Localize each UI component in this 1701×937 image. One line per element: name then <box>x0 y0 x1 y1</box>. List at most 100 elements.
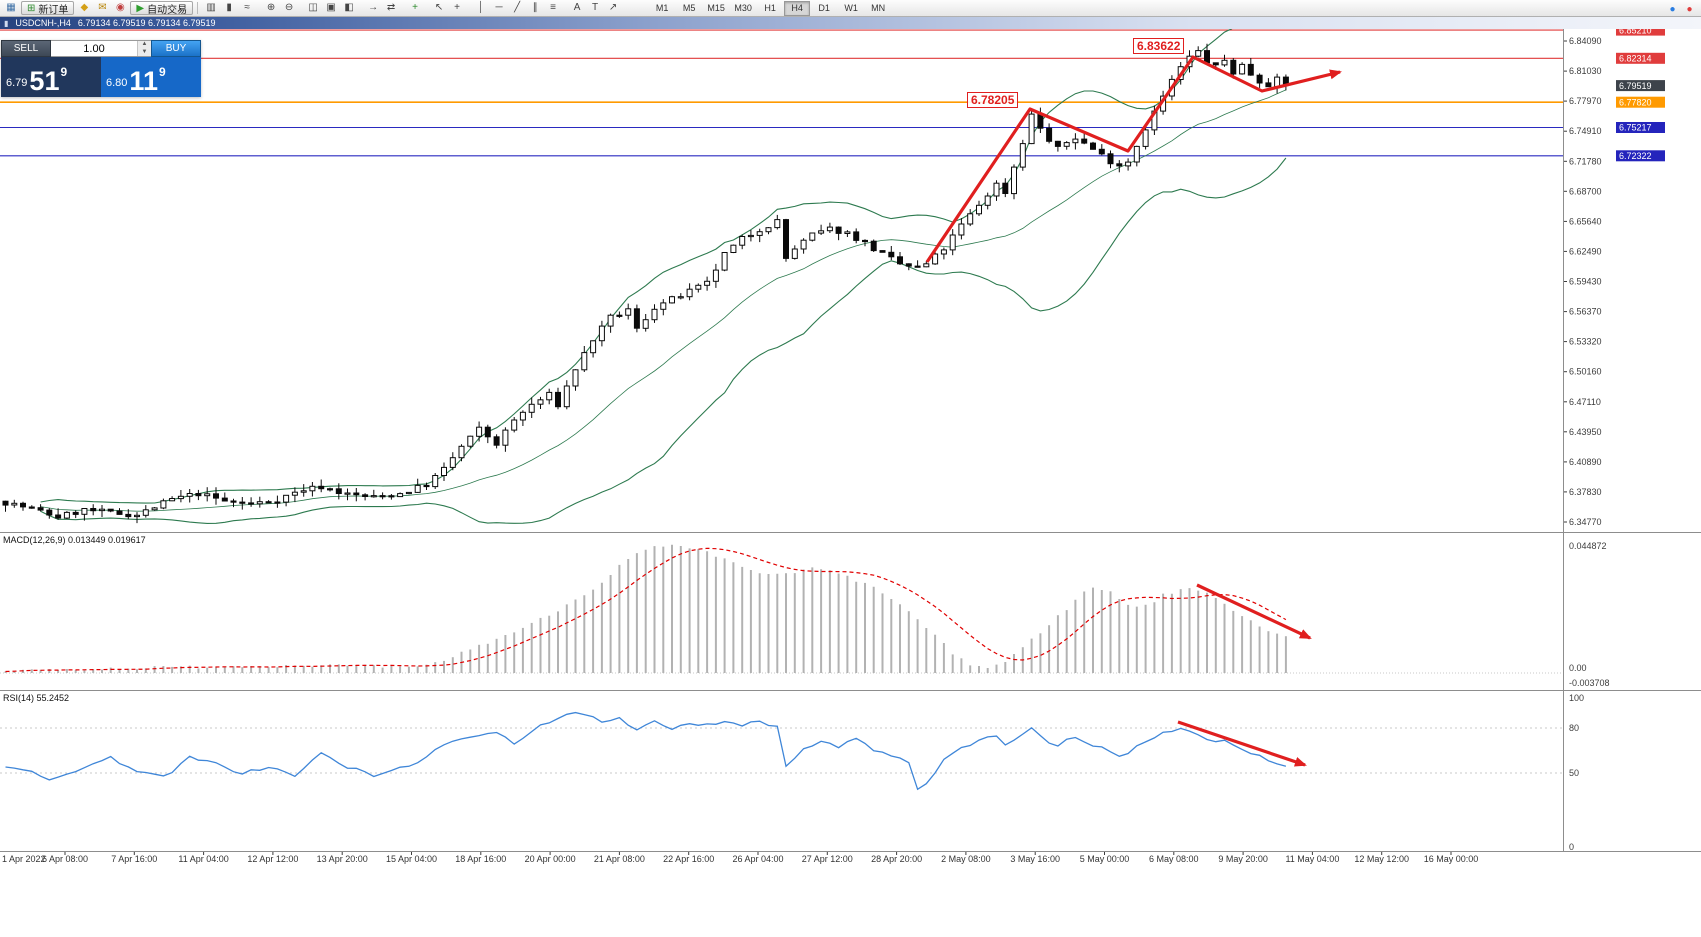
price-tick-label: 6.53320 <box>1569 337 1602 347</box>
buy-button[interactable]: BUY <box>151 40 201 57</box>
time-axis-label: 15 Apr 04:00 <box>386 854 437 864</box>
new-order-icon: ⊞ <box>27 2 36 14</box>
indicators-icon[interactable]: + <box>412 2 419 13</box>
volume-down-button[interactable]: ▼ <box>138 48 151 56</box>
price-badge-current <box>1616 80 1665 92</box>
price-badge-label: 6.75217 <box>1619 123 1652 133</box>
bollinger-lower-band[interactable] <box>40 157 1287 524</box>
cascade-windows-icon[interactable]: ▣ <box>326 2 336 13</box>
rsi-arrow[interactable] <box>1177 720 1307 767</box>
price-tick-label: 6.43950 <box>1569 427 1602 437</box>
price-badge-label: 6.79519 <box>1619 81 1652 91</box>
bollinger-middle-band[interactable] <box>40 89 1287 512</box>
price-scale[interactable]: 6.84090 6.81030 6.77970 6.74910 6.71780 6.687… <box>1563 24 1665 852</box>
price-tick-label: 6.56370 <box>1569 307 1602 317</box>
timeframe-m15[interactable]: M15 <box>707 3 725 13</box>
bar-chart-icon[interactable]: ▥ <box>206 2 216 13</box>
macd-label: MACD(12,26,9) 0.013449 0.019617 <box>3 535 146 545</box>
rsi-panel[interactable] <box>0 711 1563 791</box>
time-axis-label: 5 May 00:00 <box>1080 854 1130 864</box>
news-icon[interactable]: ◉ <box>116 2 125 13</box>
chart-shift-icon[interactable]: ⇄ <box>386 2 396 13</box>
price-tick-label: 6.74910 <box>1569 126 1602 136</box>
auto-scroll-icon[interactable]: → <box>368 2 379 13</box>
new-order-label: 新订单 <box>38 4 69 16</box>
price-chart[interactable] <box>0 17 1563 524</box>
arrange-windows-icon[interactable]: ◧ <box>344 2 354 13</box>
time-axis-label: 3 May 16:00 <box>1010 854 1060 864</box>
price-annotation[interactable]: 6.83622 <box>1133 38 1185 54</box>
time-axis-label: 22 Apr 16:00 <box>663 854 714 864</box>
auto-trading-button[interactable]: ▶ 自动交易 <box>130 1 194 16</box>
zoom-in-icon[interactable]: ⊕ <box>266 2 276 13</box>
macd-scale-label: 0.00 <box>1569 663 1587 673</box>
line-chart-icon[interactable]: ≈ <box>244 2 250 13</box>
price-tick-label: 6.68700 <box>1569 186 1602 196</box>
chart-titlebar[interactable]: ▮ USDCNH-,H4 6.79134 6.79519 6.79134 6.7… <box>0 17 1701 29</box>
timeframe-toolbar: M1 M5 M15 M30 H1 H4 D1 W1 MN <box>649 0 891 16</box>
price-badge-label: 6.72322 <box>1619 151 1652 161</box>
cursor-icon[interactable]: ↖ <box>434 2 444 13</box>
new-order-button[interactable]: ⊞ 新订单 <box>21 1 75 16</box>
time-axis-label: 13 Apr 20:00 <box>317 854 368 864</box>
timeframe-d1[interactable]: D1 <box>818 3 830 13</box>
price-tick-label: 6.84090 <box>1569 36 1602 46</box>
one-click-trade-panel: SELL ▲ ▼ BUY 6.79 51 9 6.80 11 9 <box>1 40 201 97</box>
bollinger-upper-band[interactable] <box>40 17 1287 504</box>
chart-icon: ▮ <box>4 18 9 28</box>
price-tick-label: 6.77970 <box>1569 96 1602 106</box>
price-annotation[interactable]: 6.78205 <box>967 92 1019 108</box>
main-toolbar: ▦ ⊞ 新订单 ◆ ✉ ◉ ▶ 自动交易 ▥ ▮ ≈ ⊕ ⊖ ◫ ▣ ◧ → ⇄ + ↖ + │ ─ ╱ ∥ ≡ A T ↗… <box>0 0 1701 17</box>
arrow-tool-icon[interactable]: ↗ <box>608 2 618 13</box>
timeframe-m1[interactable]: M1 <box>655 3 669 13</box>
zoom-out-icon[interactable]: ⊖ <box>284 2 294 13</box>
price-badge-label: 6.77820 <box>1619 97 1652 107</box>
price-tick-label: 6.65640 <box>1569 216 1602 226</box>
buy-price-big: 11 <box>129 66 158 97</box>
volume-input[interactable] <box>51 41 137 56</box>
mail-icon[interactable]: ✉ <box>98 2 107 13</box>
timeframe-mn[interactable]: MN <box>871 3 886 13</box>
text-icon[interactable]: T <box>592 2 599 13</box>
chart-window-icon[interactable]: ▦ <box>6 2 16 13</box>
time-axis-label: 11 May 04:00 <box>1285 854 1339 864</box>
sell-button[interactable]: SELL <box>1 40 51 57</box>
tile-windows-icon[interactable]: ◫ <box>308 2 318 13</box>
rsi-scale-label: 50 <box>1569 768 1579 778</box>
macd-arrow[interactable] <box>1196 583 1312 640</box>
time-axis-label: 26 Apr 04:00 <box>732 854 783 864</box>
annotation-text: 6.78205 <box>971 93 1015 107</box>
macd-scale-label: 0.044872 <box>1569 541 1607 551</box>
horizontal-line-icon[interactable]: ─ <box>495 2 503 13</box>
rsi-line <box>5 711 1287 791</box>
trendline-icon[interactable]: ╱ <box>514 2 521 13</box>
timeframe-h4[interactable]: H4 <box>784 0 811 16</box>
volume-field: ▲ ▼ <box>51 40 151 57</box>
rsi-scale-label: 0 <box>1569 842 1574 852</box>
timeframe-m5[interactable]: M5 <box>682 3 696 13</box>
crosshair-icon[interactable]: + <box>454 2 461 13</box>
notification-icon[interactable]: ● <box>1686 4 1693 15</box>
vertical-line-icon[interactable]: │ <box>477 2 485 13</box>
volume-up-button[interactable]: ▲ <box>138 41 151 49</box>
macd-panel[interactable] <box>0 544 1563 674</box>
font-icon[interactable]: A <box>573 2 581 13</box>
price-tick-label: 6.62490 <box>1569 246 1602 256</box>
sell-price[interactable]: 6.79 51 9 <box>1 57 101 97</box>
fibonacci-icon[interactable]: ≡ <box>550 2 557 13</box>
autotrade-play-icon: ▶ <box>136 2 145 14</box>
channel-icon[interactable]: ∥ <box>532 2 538 13</box>
candlestick-chart-icon[interactable]: ▮ <box>226 2 232 13</box>
alerts-icon[interactable]: ◆ <box>80 2 89 13</box>
connect-status-icon[interactable]: ● <box>1669 4 1676 15</box>
buy-price-prefix: 6.80 <box>106 77 128 89</box>
timeframe-m30[interactable]: M30 <box>734 3 752 13</box>
buy-price[interactable]: 6.80 11 9 <box>101 57 201 97</box>
macd-signal-line <box>5 547 1287 673</box>
buy-price-sup: 9 <box>158 65 166 79</box>
timeframe-w1[interactable]: W1 <box>844 3 858 13</box>
timeframe-h1[interactable]: H1 <box>764 3 776 13</box>
trend-arrow[interactable] <box>925 55 1342 263</box>
